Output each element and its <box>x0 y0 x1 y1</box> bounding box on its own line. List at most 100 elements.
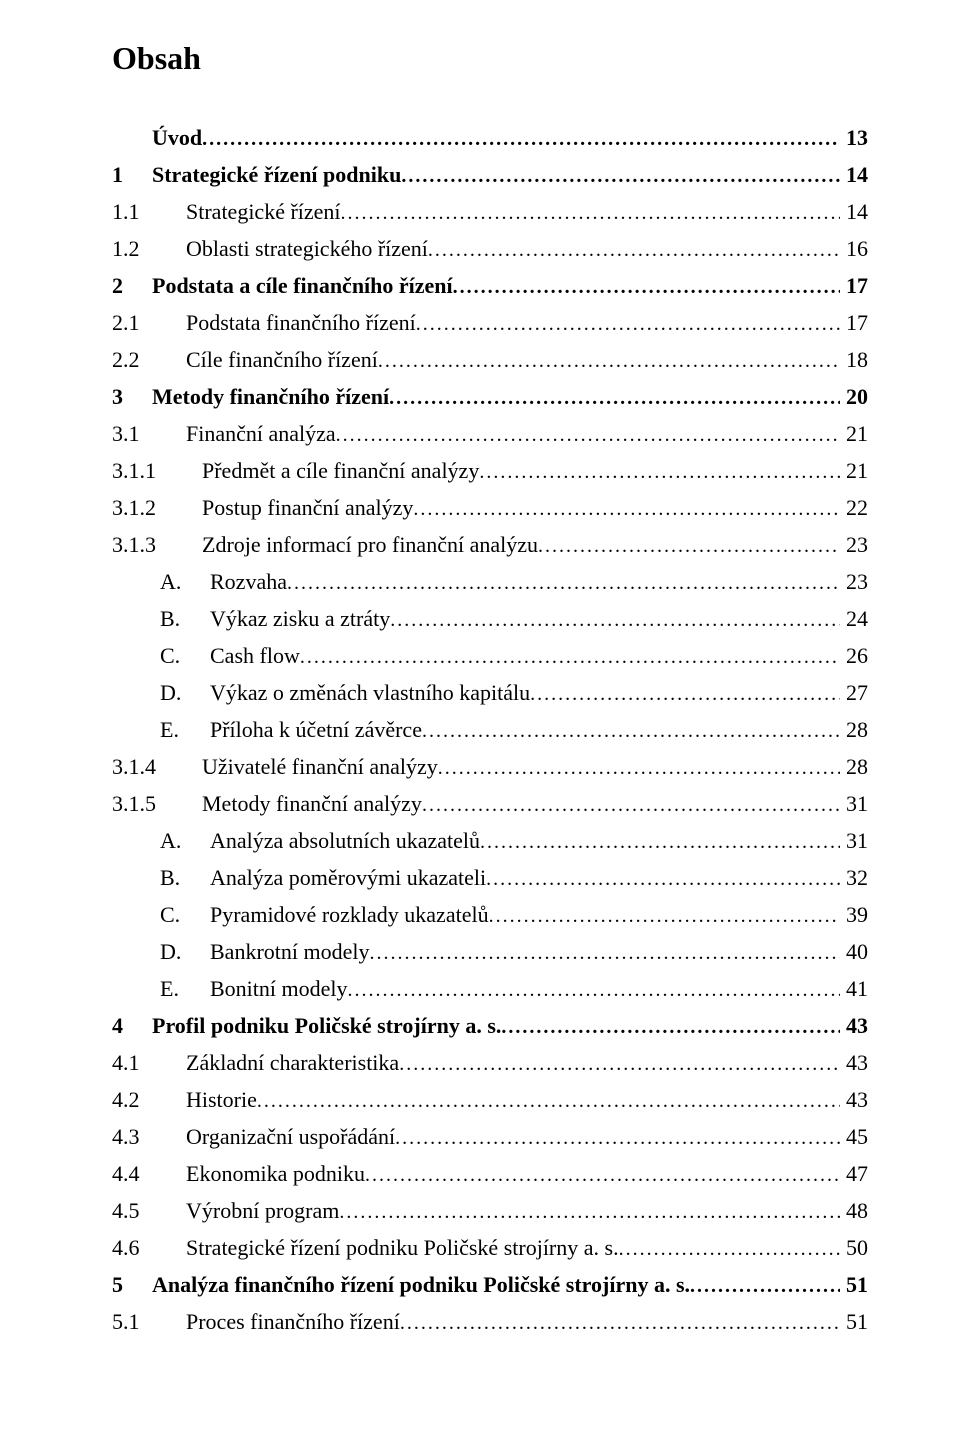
toc-entry-page: 13 <box>840 125 868 151</box>
toc-entry-number: E. <box>160 717 210 743</box>
toc-entry-label: Analýza finančního řízení podniku Poličs… <box>152 1272 690 1298</box>
toc-entry-label: Cash flow <box>210 643 300 669</box>
toc-entry: 4.5Výrobní program......................… <box>112 1198 868 1224</box>
toc-entry-page: 24 <box>840 606 868 632</box>
toc-entry-label: Strategické řízení podniku Poličské stro… <box>186 1235 619 1261</box>
toc-entry-leader: ........................................… <box>202 128 840 151</box>
toc-entry-leader: ........................................… <box>619 1238 840 1261</box>
toc-entry-number: 3.1 <box>112 421 186 447</box>
toc-entry-page: 39 <box>840 902 868 928</box>
toc-entry-label: Výrobní program <box>186 1198 339 1224</box>
toc-entry-number: 3.1.3 <box>112 532 202 558</box>
toc-entry-leader: ........................................… <box>348 979 841 1002</box>
toc-entry-page: 17 <box>840 273 868 299</box>
toc-entry-page: 43 <box>840 1013 868 1039</box>
toc-entry-leader: ........................................… <box>399 1053 840 1076</box>
toc-entry-label: Ekonomika podniku <box>186 1161 365 1187</box>
toc-entry-page: 16 <box>840 236 868 262</box>
toc-entry-number: 3.1.5 <box>112 791 202 817</box>
toc-entry-number: E. <box>160 976 210 1002</box>
toc-entry-page: 43 <box>840 1087 868 1113</box>
toc-entry-leader: ........................................… <box>530 683 840 706</box>
toc-entry-leader: ........................................… <box>489 905 840 928</box>
toc-entry-leader: ........................................… <box>365 1164 840 1187</box>
toc-entry-leader: ........................................… <box>336 424 840 447</box>
toc-entry-leader: ........................................… <box>428 239 840 262</box>
toc-entry-number: 3.1.1 <box>112 458 202 484</box>
toc-entry: B.Výkaz zisku a ztráty..................… <box>112 606 868 632</box>
toc-entry-label: Finanční analýza <box>186 421 336 447</box>
toc-entry: 3.1.5Metody finanční analýzy............… <box>112 791 868 817</box>
toc-entry-label: Podstata a cíle finančního řízení <box>152 273 453 299</box>
toc-entry-leader: ........................................… <box>300 646 840 669</box>
toc-entry-label: Analýza poměrovými ukazateli <box>210 865 486 891</box>
toc-entry: 5.1Proces finančního řízení.............… <box>112 1309 868 1335</box>
toc-entry: 3Metody finančního řízení...............… <box>112 384 868 410</box>
toc-entry: B.Analýza poměrovými ukazateli..........… <box>112 865 868 891</box>
toc-entry-page: 31 <box>840 828 868 854</box>
toc-entry-leader: ........................................… <box>400 1312 840 1335</box>
toc-entry: 4Profil podniku Poličské strojírny a. s.… <box>112 1013 868 1039</box>
toc-entry-page: 21 <box>840 458 868 484</box>
toc-entry-label: Podstata finančního řízení <box>186 310 416 336</box>
toc-entry: 2.2Cíle finančního řízení...............… <box>112 347 868 373</box>
toc-entry: D.Bankrotní modely......................… <box>112 939 868 965</box>
toc-entry-label: Strategické řízení podniku <box>152 162 401 188</box>
toc-entry-page: 31 <box>840 791 868 817</box>
toc-entry-leader: ........................................… <box>416 313 840 336</box>
toc-entry: 2.1Podstata finančního řízení...........… <box>112 310 868 336</box>
toc-entry-page: 41 <box>840 976 868 1002</box>
toc-entry-leader: ........................................… <box>339 1201 840 1224</box>
toc-entry-page: 32 <box>840 865 868 891</box>
toc-entry-number: 3.1.2 <box>112 495 202 521</box>
toc-entry: 3.1.1Předmět a cíle finanční analýzy....… <box>112 458 868 484</box>
toc-entry-label: Cíle finančního řízení <box>186 347 378 373</box>
toc-entry-page: 22 <box>840 495 868 521</box>
toc-entry-page: 23 <box>840 532 868 558</box>
toc-entry: 3.1.2Postup finanční analýzy............… <box>112 495 868 521</box>
toc-entry-page: 26 <box>840 643 868 669</box>
toc-entry-number: 4.1 <box>112 1050 186 1076</box>
toc-entry: E.Příloha k účetní závěrce..............… <box>112 717 868 743</box>
toc-entry: 5Analýza finančního řízení podniku Polič… <box>112 1272 868 1298</box>
toc-entry: 1.1Strategické řízení...................… <box>112 199 868 225</box>
toc-entry-number: 4 <box>112 1013 152 1039</box>
toc-entry: 4.6Strategické řízení podniku Poličské s… <box>112 1235 868 1261</box>
toc-entry: C.Pyramidové rozklady ukazatelů.........… <box>112 902 868 928</box>
toc-entry-page: 17 <box>840 310 868 336</box>
toc-entry-number: 4.6 <box>112 1235 186 1261</box>
toc-entry-number: C. <box>160 902 210 928</box>
toc-entry: 4.2Historie.............................… <box>112 1087 868 1113</box>
toc-entry-number: 2.2 <box>112 347 186 373</box>
toc-entry-leader: ........................................… <box>341 202 840 225</box>
toc-entry-label: Metody finančního řízení <box>152 384 389 410</box>
toc-entry-leader: ........................................… <box>486 868 840 891</box>
toc-entry-leader: ........................................… <box>690 1275 840 1298</box>
toc-entry: A.Rozvaha...............................… <box>112 569 868 595</box>
toc-list: Úvod....................................… <box>112 125 868 1335</box>
toc-entry-leader: ........................................… <box>538 535 840 558</box>
toc-entry: 3.1Finanční analýza.....................… <box>112 421 868 447</box>
toc-entry-label: Zdroje informací pro finanční analýzu <box>202 532 538 558</box>
toc-entry-leader: ........................................… <box>378 350 840 373</box>
toc-entry: A.Analýza absolutních ukazatelů.........… <box>112 828 868 854</box>
toc-entry-label: Příloha k účetní závěrce <box>210 717 422 743</box>
toc-entry-label: Organizační uspořádání <box>186 1124 395 1150</box>
toc-entry-label: Pyramidové rozklady ukazatelů <box>210 902 489 928</box>
toc-entry-leader: ........................................… <box>395 1127 840 1150</box>
toc-entry-number: 4.3 <box>112 1124 186 1150</box>
toc-entry-page: 50 <box>840 1235 868 1261</box>
toc-entry: 4.3Organizační uspořádání...............… <box>112 1124 868 1150</box>
toc-entry-number: 4.4 <box>112 1161 186 1187</box>
toc-entry-leader: ........................................… <box>480 831 840 854</box>
toc-entry-page: 43 <box>840 1050 868 1076</box>
toc-entry-label: Postup finanční analýzy <box>202 495 413 521</box>
toc-entry-number: C. <box>160 643 210 669</box>
toc-entry-label: Strategické řízení <box>186 199 341 225</box>
toc-entry-page: 28 <box>840 717 868 743</box>
toc-entry-label: Předmět a cíle finanční analýzy <box>202 458 479 484</box>
toc-entry-number: 1.2 <box>112 236 186 262</box>
toc-entry-label: Proces finančního řízení <box>186 1309 400 1335</box>
toc-entry-number: 4.2 <box>112 1087 186 1113</box>
toc-entry: E.Bonitní modely........................… <box>112 976 868 1002</box>
